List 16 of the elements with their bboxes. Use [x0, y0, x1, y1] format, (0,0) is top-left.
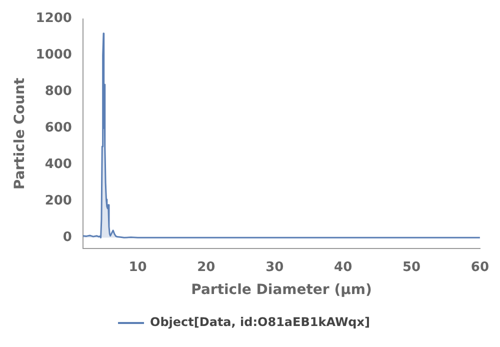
- y-tick-label: 1200: [36, 11, 72, 26]
- y-tick-label: 400: [44, 157, 72, 172]
- x-tick-label: 50: [402, 260, 421, 275]
- y-tick-label: 0: [62, 230, 72, 246]
- y-tick-label: 200: [44, 194, 72, 209]
- legend-label: Object[Data, id:O81aEB1kAWqx]: [150, 315, 370, 330]
- x-tick-label: 30: [266, 260, 284, 275]
- x-tick-label: 40: [334, 260, 352, 275]
- y-tick-label: 800: [44, 84, 72, 100]
- y-tick-label: 1000: [36, 48, 72, 63]
- y-tick-label: 600: [44, 120, 72, 136]
- x-tick-label: 10: [128, 260, 147, 275]
- x-axis-title: Particle Diameter (μm): [191, 282, 372, 298]
- y-axis-title: Particle Count: [12, 78, 28, 190]
- x-tick-label: 20: [197, 260, 216, 275]
- x-tick-label: 60: [470, 260, 489, 275]
